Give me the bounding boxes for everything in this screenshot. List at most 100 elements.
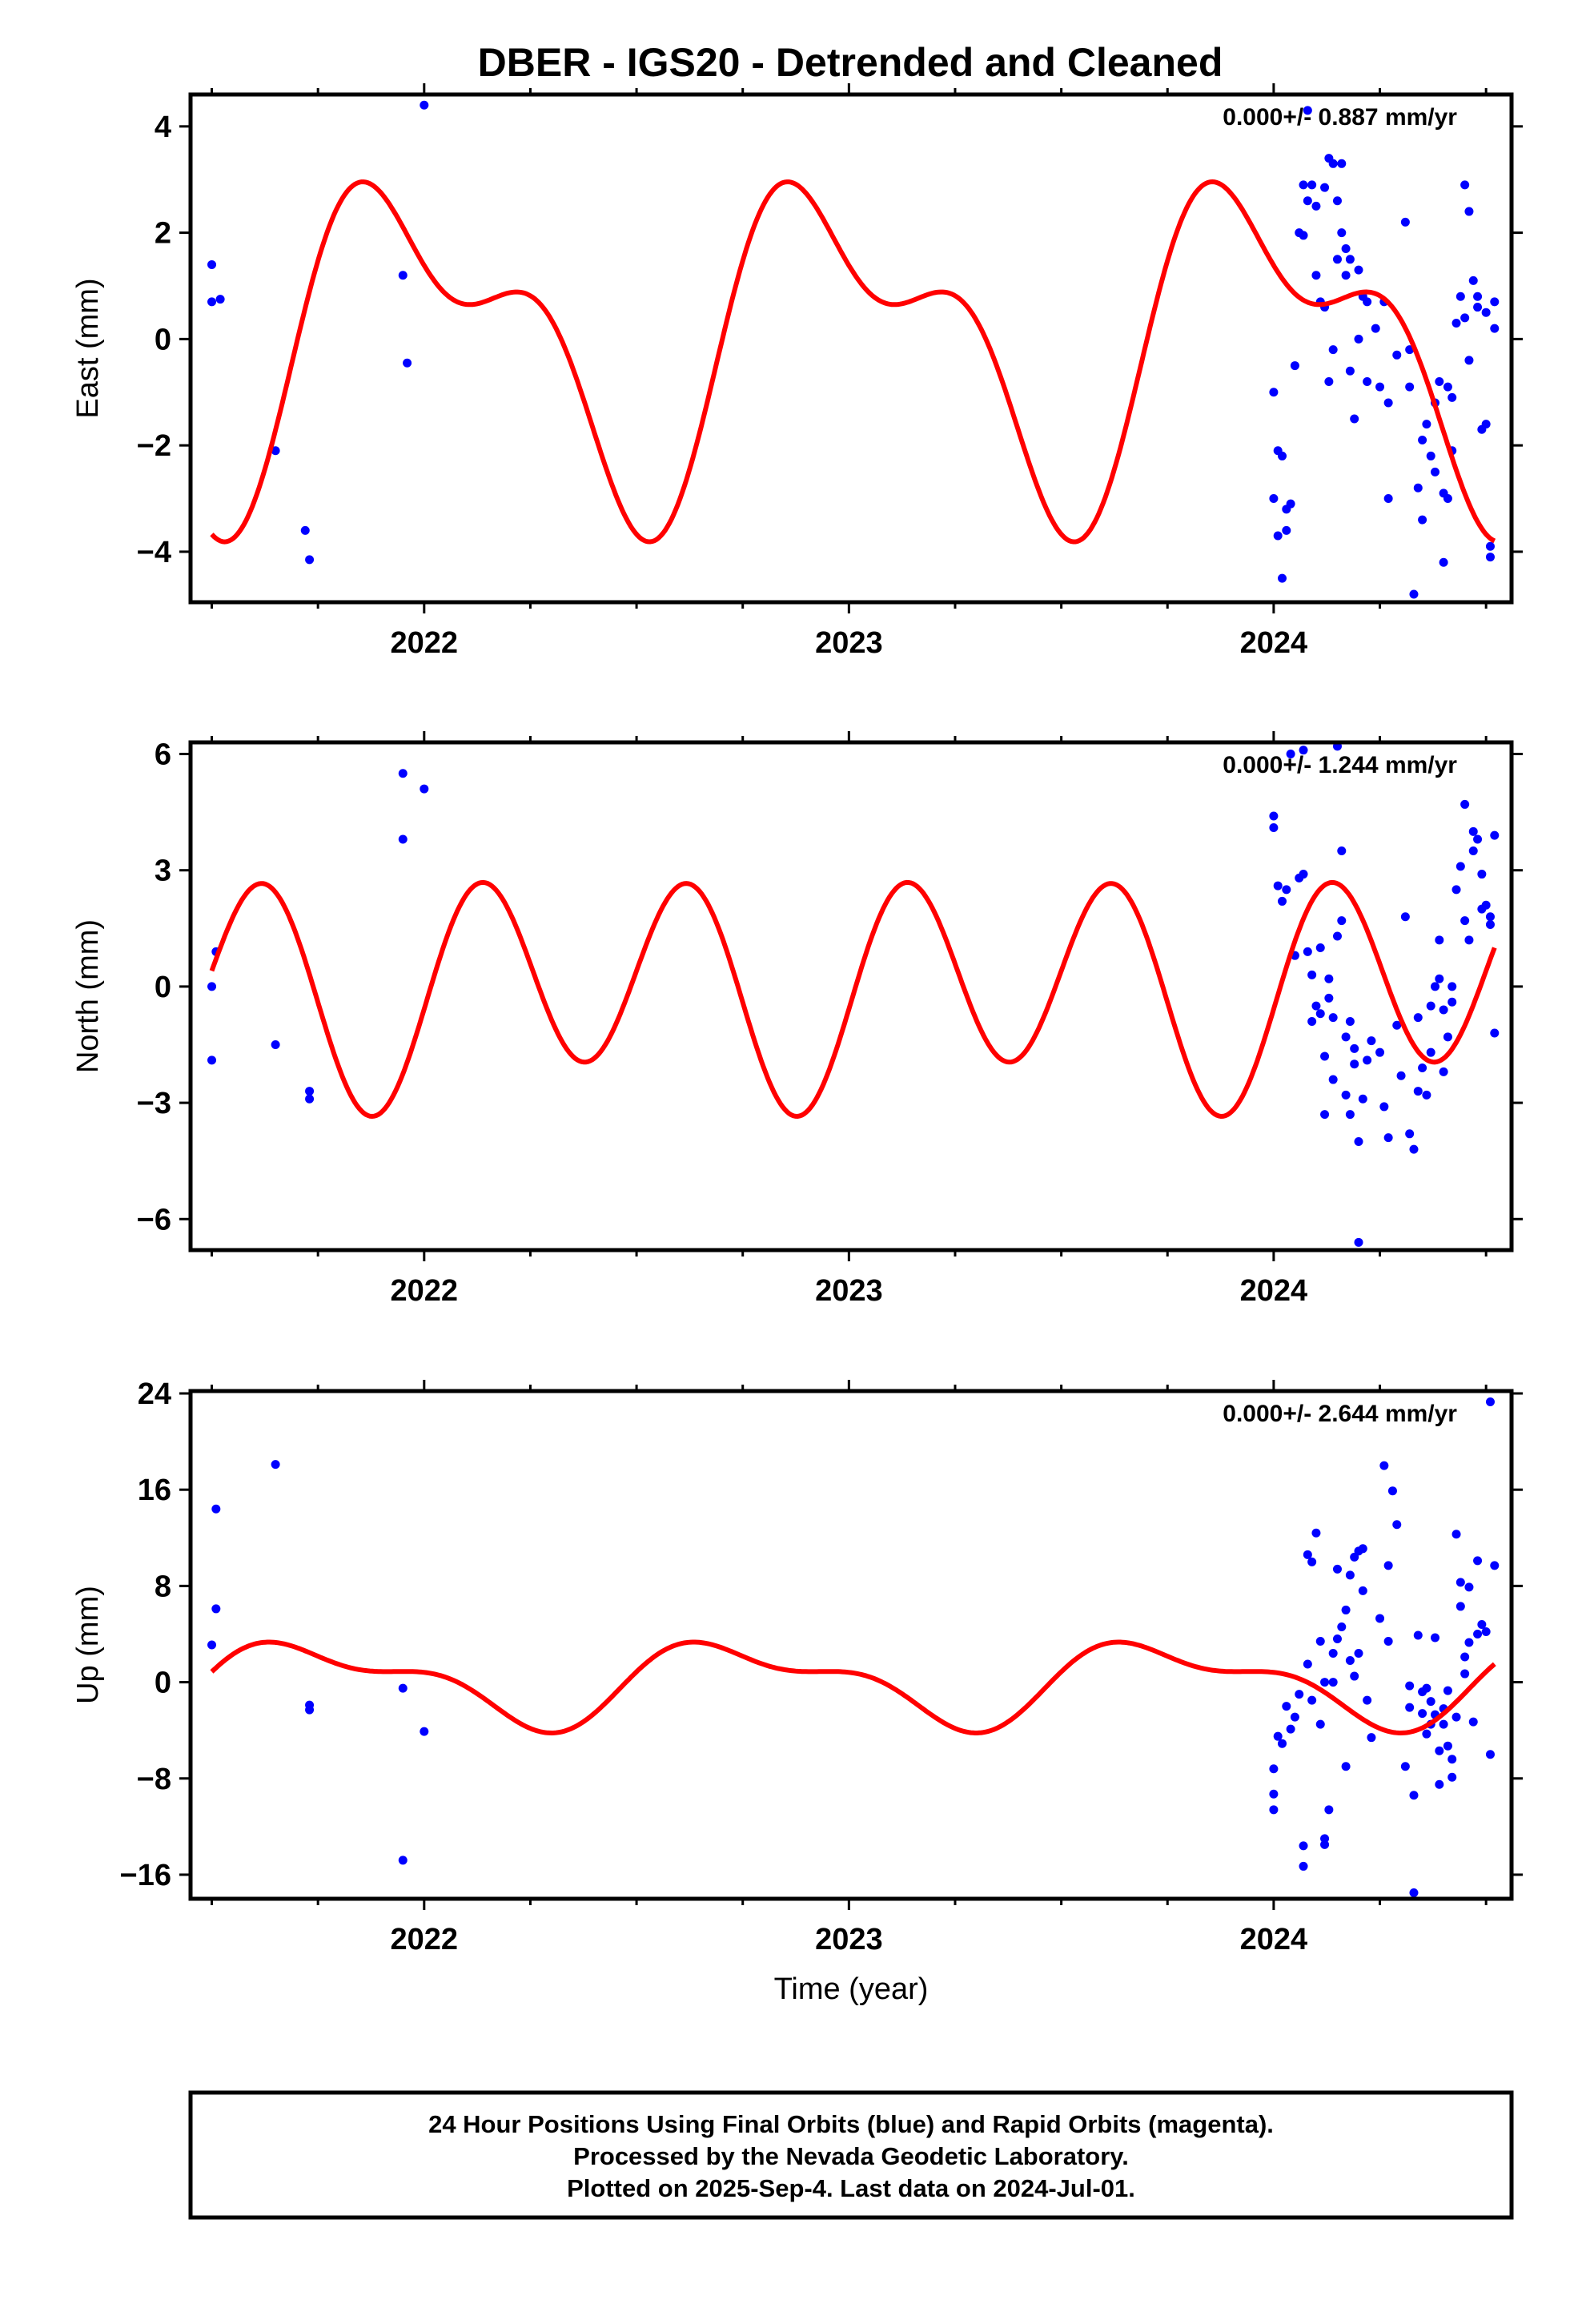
data-point bbox=[1354, 1237, 1363, 1247]
data-point bbox=[1485, 912, 1495, 922]
data-point bbox=[1490, 297, 1500, 307]
data-point bbox=[1367, 1036, 1376, 1046]
chart-title: DBER - IGS20 - Detrended and Cleaned bbox=[478, 40, 1223, 85]
data-point bbox=[1345, 1656, 1355, 1666]
data-point bbox=[1311, 1001, 1321, 1011]
data-point bbox=[1354, 334, 1363, 344]
data-point bbox=[1379, 1461, 1389, 1470]
data-point bbox=[1315, 1009, 1325, 1019]
data-point bbox=[1273, 881, 1283, 891]
data-point bbox=[1468, 826, 1478, 836]
data-point bbox=[1295, 1690, 1304, 1699]
data-point bbox=[1422, 1683, 1431, 1693]
y-tick-label: −3 bbox=[137, 1087, 171, 1120]
data-point bbox=[1464, 935, 1474, 945]
data-point bbox=[1332, 1634, 1342, 1643]
data-point bbox=[1324, 376, 1334, 386]
data-point bbox=[1383, 1133, 1393, 1143]
data-point bbox=[1269, 1789, 1279, 1799]
data-point bbox=[1328, 1013, 1338, 1023]
data-point bbox=[1485, 919, 1495, 929]
data-point bbox=[1396, 1071, 1406, 1080]
footer-line: Processed by the Nevada Geodetic Laborat… bbox=[573, 2142, 1129, 2170]
data-point bbox=[1435, 974, 1444, 983]
data-point bbox=[403, 358, 412, 368]
data-point bbox=[1456, 1602, 1465, 1611]
footer-box: 24 Hour Positions Using Final Orbits (bl… bbox=[188, 2090, 1514, 2220]
rate-label: 0.000+/- 0.887 mm/yr bbox=[1223, 104, 1457, 131]
data-point bbox=[1468, 1717, 1478, 1727]
data-point bbox=[1320, 1110, 1330, 1120]
data-point bbox=[1328, 345, 1338, 355]
data-point bbox=[271, 446, 280, 456]
data-point bbox=[1341, 1090, 1351, 1100]
data-point bbox=[1375, 1047, 1385, 1057]
data-point bbox=[1443, 494, 1452, 504]
data-point bbox=[1418, 1063, 1427, 1073]
data-point bbox=[1409, 1144, 1419, 1154]
data-point bbox=[1273, 1731, 1283, 1741]
data-point bbox=[1383, 1561, 1393, 1570]
y-tick-label: 3 bbox=[155, 854, 171, 888]
data-point bbox=[1269, 1805, 1279, 1815]
data-point bbox=[1290, 1712, 1299, 1722]
chart-panel-0: 2022 2023 2024 −4 −2 0 2 4 East (mm) 0.000+/- 0.8… bbox=[71, 83, 1523, 660]
data-point bbox=[1405, 1703, 1415, 1712]
data-point bbox=[1431, 467, 1440, 476]
data-point bbox=[1452, 1530, 1461, 1539]
data-point bbox=[398, 1856, 408, 1865]
data-point bbox=[211, 1504, 221, 1514]
data-point bbox=[1481, 900, 1491, 910]
data-point bbox=[1303, 196, 1312, 206]
data-point bbox=[1413, 1013, 1423, 1023]
data-point bbox=[1418, 436, 1427, 445]
data-point bbox=[1460, 1669, 1470, 1679]
data-point bbox=[1358, 1544, 1367, 1554]
data-point bbox=[1426, 451, 1435, 460]
y-tick-label: 0 bbox=[155, 1667, 171, 1700]
data-point bbox=[1345, 1016, 1355, 1026]
data-point bbox=[1460, 180, 1470, 190]
data-point bbox=[1379, 1102, 1389, 1112]
x-tick-label: 2022 bbox=[391, 1274, 459, 1308]
data-point bbox=[1367, 1733, 1376, 1743]
data-point bbox=[1435, 1779, 1444, 1789]
plot-frame bbox=[188, 92, 1514, 605]
data-point bbox=[215, 295, 225, 304]
data-point bbox=[1303, 1659, 1312, 1669]
y-axis-title: Up (mm) bbox=[71, 1586, 105, 1704]
plot-frame bbox=[188, 740, 1514, 1252]
data-point bbox=[1456, 862, 1465, 871]
x-tick-label: 2023 bbox=[815, 626, 883, 660]
data-point bbox=[1278, 1739, 1287, 1748]
data-point bbox=[1307, 1695, 1317, 1705]
data-point bbox=[1477, 1619, 1487, 1629]
data-point bbox=[271, 1460, 280, 1470]
data-point bbox=[1447, 1772, 1457, 1782]
data-point bbox=[1473, 834, 1483, 844]
data-point bbox=[1439, 1719, 1448, 1729]
data-point bbox=[1307, 180, 1317, 190]
chart-panel-1: 2022 2023 2024 −6 −3 0 3 6 North (mm) 0.000+/- 1.… bbox=[71, 731, 1523, 1308]
data-point bbox=[1443, 1741, 1452, 1751]
data-point bbox=[1315, 1636, 1325, 1646]
x-tick-label: 2022 bbox=[391, 626, 459, 660]
data-point bbox=[1431, 1633, 1440, 1642]
data-point bbox=[1315, 1719, 1325, 1729]
data-point bbox=[1392, 350, 1402, 360]
data-point bbox=[1363, 1695, 1372, 1705]
data-point bbox=[1409, 589, 1419, 599]
data-point bbox=[1409, 1888, 1419, 1897]
data-point bbox=[1413, 1630, 1423, 1640]
data-point bbox=[1307, 1557, 1317, 1566]
data-point bbox=[1286, 499, 1295, 509]
data-point bbox=[1473, 1629, 1483, 1638]
y-axis-title: North (mm) bbox=[71, 919, 105, 1073]
data-point bbox=[207, 297, 217, 307]
data-point bbox=[1405, 1681, 1415, 1691]
x-tick-label: 2022 bbox=[391, 1923, 459, 1956]
data-point bbox=[1269, 811, 1279, 821]
data-point bbox=[1299, 1861, 1308, 1871]
data-point bbox=[1332, 1564, 1342, 1574]
x-tick-label: 2023 bbox=[815, 1923, 883, 1956]
